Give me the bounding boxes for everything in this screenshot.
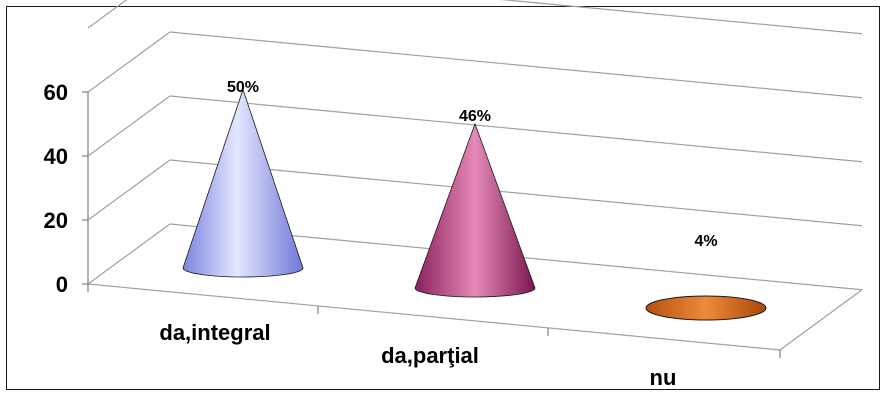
- cone-1: [414, 122, 536, 298]
- category-label-1: da,parţial: [381, 343, 479, 368]
- gridline-1: [87, 159, 863, 227]
- cone-0: [182, 88, 304, 278]
- category-label-2: nu: [650, 365, 677, 390]
- gridline-4: [87, 0, 863, 35]
- y-tick-label-3: 60: [44, 80, 68, 105]
- y-tick-label-2: 40: [44, 144, 68, 169]
- gridline-0: [87, 223, 863, 291]
- gridline-2: [87, 95, 863, 163]
- data-label-0: 50%: [227, 79, 259, 96]
- floor-front-edge: [87, 283, 781, 351]
- floor-right-edge: [779, 289, 863, 351]
- data-label-2: 4%: [694, 233, 717, 250]
- category-labels: da,integral da,parţial nu: [159, 320, 676, 390]
- category-label-0: da,integral: [159, 320, 270, 345]
- y-tick-label-1: 20: [44, 208, 68, 233]
- axes: [87, 92, 863, 358]
- chart-frame: [6, 6, 880, 390]
- cone-2: [645, 295, 767, 321]
- y-axis-ticks: 0 20 40 60: [44, 80, 88, 297]
- grid-lines: [87, 0, 863, 291]
- y-tick-label-0: 0: [56, 272, 68, 297]
- cones: [182, 88, 767, 321]
- data-label-1: 46%: [459, 108, 491, 125]
- gridline-3: [87, 31, 863, 99]
- data-labels: 50% 46% 4%: [227, 79, 718, 250]
